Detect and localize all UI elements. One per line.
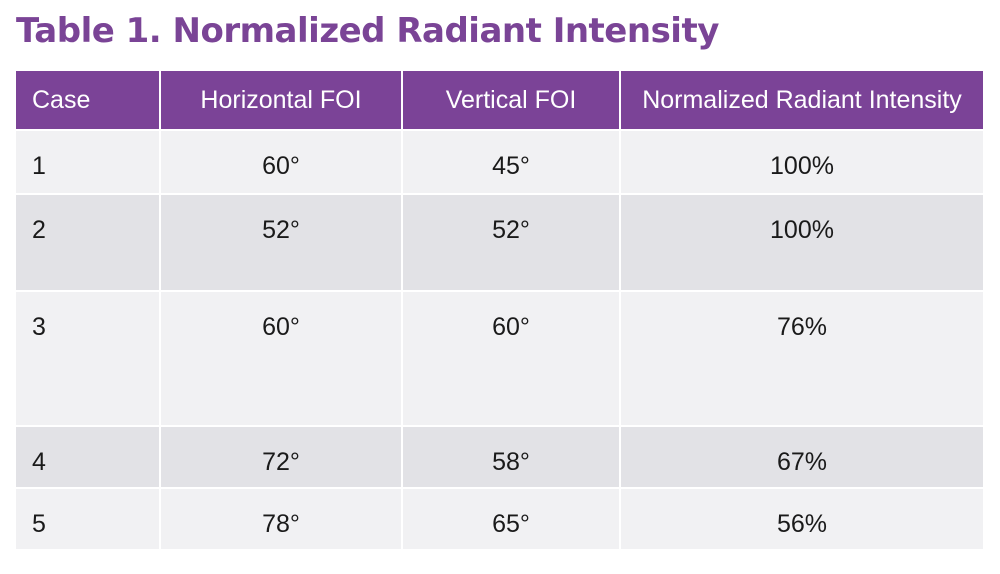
table-row: 1 60° 45° 100%	[16, 131, 983, 195]
cell-horizontal-foi: 60°	[161, 131, 403, 195]
cell-case: 3	[16, 292, 161, 427]
cell-vertical-foi: 58°	[403, 427, 621, 489]
cell-horizontal-foi: 52°	[161, 195, 403, 292]
column-header-case: Case	[16, 71, 161, 131]
cell-normalized-radiant-intensity: 100%	[621, 195, 983, 292]
cell-vertical-foi: 65°	[403, 489, 621, 551]
table-row: 3 60° 60° 76%	[16, 292, 983, 427]
cell-horizontal-foi: 72°	[161, 427, 403, 489]
cell-vertical-foi: 52°	[403, 195, 621, 292]
table-row: 5 78° 65° 56%	[16, 489, 983, 551]
table-row: 4 72° 58° 67%	[16, 427, 983, 489]
column-header-normalized-radiant-intensity: Normalized Radiant Intensity	[621, 71, 983, 131]
radiant-intensity-table: Case Horizontal FOI Vertical FOI Normali…	[16, 71, 983, 551]
cell-horizontal-foi: 78°	[161, 489, 403, 551]
cell-case: 5	[16, 489, 161, 551]
page-title: Table 1. Normalized Radiant Intensity	[16, 11, 719, 51]
cell-case: 4	[16, 427, 161, 489]
cell-normalized-radiant-intensity: 56%	[621, 489, 983, 551]
cell-normalized-radiant-intensity: 67%	[621, 427, 983, 489]
cell-vertical-foi: 60°	[403, 292, 621, 427]
column-header-vertical-foi: Vertical FOI	[403, 71, 621, 131]
cell-vertical-foi: 45°	[403, 131, 621, 195]
table-header-row: Case Horizontal FOI Vertical FOI Normali…	[16, 71, 983, 131]
table-row: 2 52° 52° 100%	[16, 195, 983, 292]
cell-case: 1	[16, 131, 161, 195]
cell-horizontal-foi: 60°	[161, 292, 403, 427]
cell-case: 2	[16, 195, 161, 292]
cell-normalized-radiant-intensity: 76%	[621, 292, 983, 427]
column-header-horizontal-foi: Horizontal FOI	[161, 71, 403, 131]
cell-normalized-radiant-intensity: 100%	[621, 131, 983, 195]
